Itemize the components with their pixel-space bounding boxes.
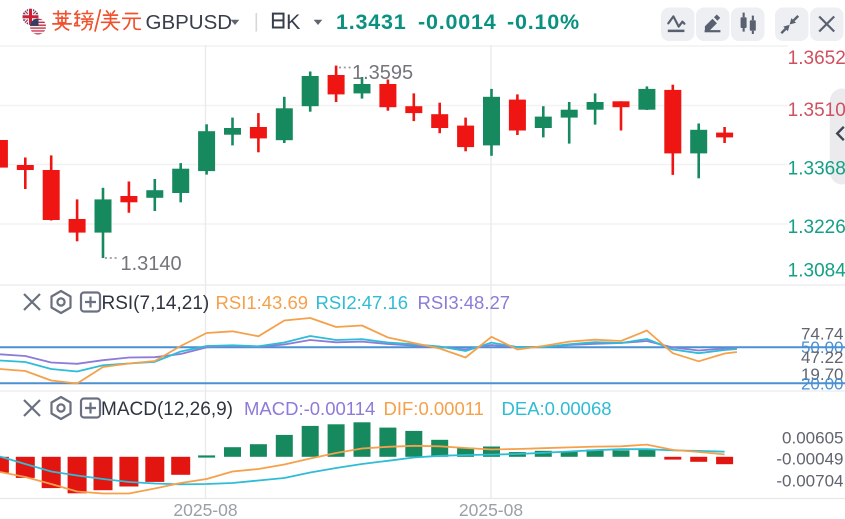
- svg-text:RSI1:43.69: RSI1:43.69: [216, 292, 309, 313]
- svg-text:1.3084: 1.3084: [788, 261, 845, 282]
- svg-text:74.74: 74.74: [801, 324, 844, 343]
- svg-text:-0.00049: -0.00049: [776, 450, 843, 469]
- svg-text:0.00605: 0.00605: [782, 429, 843, 448]
- svg-text:DEA:0.00068: DEA:0.00068: [502, 398, 612, 419]
- svg-text:2025-08: 2025-08: [173, 500, 237, 519]
- svg-text:20.00: 20.00: [801, 374, 844, 393]
- svg-text:MACD(12,26,9): MACD(12,26,9): [101, 399, 233, 420]
- svg-text:1.3226: 1.3226: [788, 217, 845, 238]
- svg-text:MACD:-0.00114: MACD:-0.00114: [244, 398, 375, 419]
- svg-text:19.70: 19.70: [801, 365, 844, 384]
- svg-text:RSI3:48.27: RSI3:48.27: [418, 292, 511, 313]
- svg-text:2025-08: 2025-08: [459, 500, 523, 519]
- svg-text:50.00: 50.00: [801, 338, 844, 357]
- svg-text:DIF:0.00011: DIF:0.00011: [384, 398, 484, 419]
- svg-text:-0.00704: -0.00704: [776, 472, 843, 491]
- svg-text:1.3510: 1.3510: [788, 100, 845, 121]
- svg-text:47.22: 47.22: [801, 348, 844, 367]
- svg-text:K: K: [286, 10, 301, 34]
- svg-text:1.3652: 1.3652: [788, 48, 845, 69]
- svg-text:1.3368: 1.3368: [788, 159, 845, 180]
- svg-text:1.3595: 1.3595: [352, 62, 413, 84]
- svg-text:1.3140: 1.3140: [121, 253, 182, 275]
- svg-text:RSI2:47.16: RSI2:47.16: [316, 292, 409, 313]
- svg-text:RSI(7,14,21): RSI(7,14,21): [102, 293, 210, 314]
